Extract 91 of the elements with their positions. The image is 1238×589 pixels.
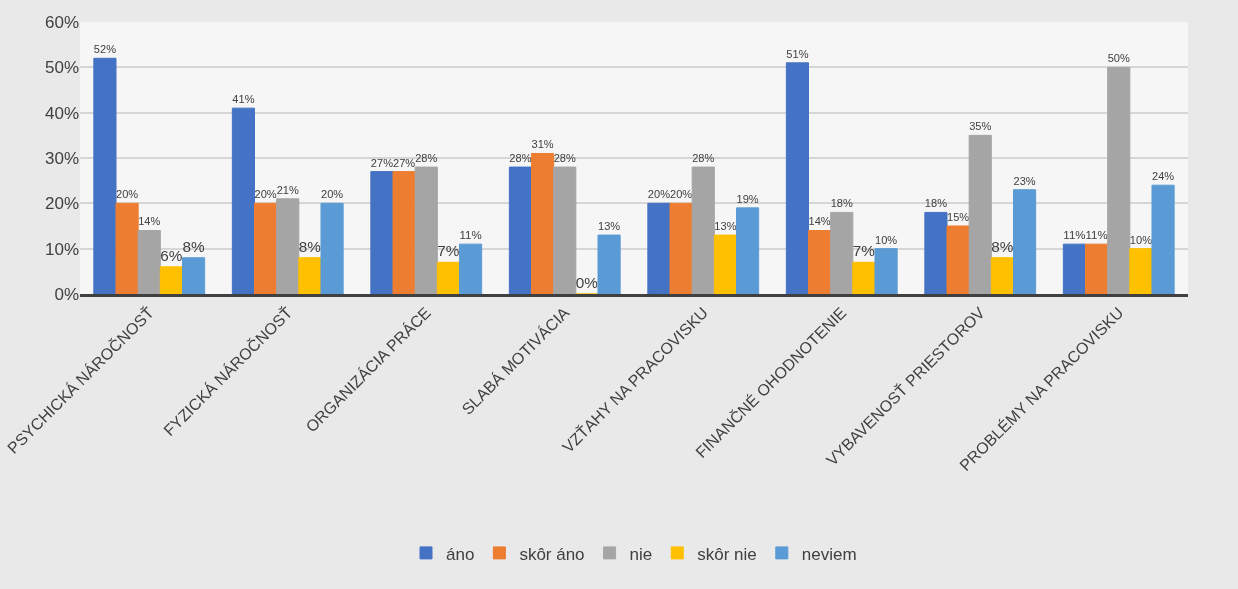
bar bbox=[1062, 243, 1087, 294]
bar bbox=[414, 166, 438, 294]
y-tick-label: 0% bbox=[54, 284, 79, 304]
data-label: 23% bbox=[1013, 174, 1036, 187]
bar bbox=[874, 248, 898, 294]
bar bbox=[1129, 248, 1153, 294]
data-label: 31% bbox=[531, 138, 554, 151]
bar bbox=[531, 152, 555, 294]
bar bbox=[115, 202, 139, 294]
bar bbox=[231, 107, 256, 294]
legend-label: neviem bbox=[801, 544, 857, 564]
data-label: 52% bbox=[93, 43, 117, 56]
bar bbox=[1012, 189, 1037, 294]
y-tick-label: 40% bbox=[44, 103, 79, 123]
bar bbox=[1085, 243, 1109, 294]
data-label: 28% bbox=[553, 151, 576, 164]
legend-label: skôr nie bbox=[697, 544, 757, 564]
legend-label: skôr áno bbox=[519, 544, 585, 564]
data-label: 20% bbox=[321, 188, 344, 201]
bar bbox=[946, 225, 970, 294]
bar bbox=[669, 202, 693, 294]
data-label: 35% bbox=[969, 120, 992, 133]
bar bbox=[320, 202, 344, 294]
bar bbox=[691, 166, 715, 294]
data-label: 7% bbox=[437, 242, 460, 260]
bar bbox=[553, 166, 577, 294]
data-label: 6% bbox=[160, 246, 183, 264]
data-label: 18% bbox=[830, 197, 853, 210]
y-tick-label: 30% bbox=[44, 148, 79, 168]
bar bbox=[713, 234, 737, 294]
data-label: 8% bbox=[991, 237, 1014, 255]
data-label: 11% bbox=[459, 228, 482, 241]
bar bbox=[276, 198, 300, 294]
data-label: 8% bbox=[298, 237, 322, 255]
bar bbox=[392, 171, 416, 294]
bar bbox=[990, 257, 1014, 294]
data-label: 14% bbox=[808, 215, 831, 228]
legend-label: áno bbox=[446, 544, 475, 564]
data-label: 20% bbox=[647, 188, 671, 201]
data-label: 8% bbox=[182, 237, 206, 255]
data-label: 50% bbox=[1107, 52, 1130, 65]
bar bbox=[159, 266, 183, 294]
data-label: 41% bbox=[232, 93, 255, 106]
data-label: 24% bbox=[1152, 170, 1175, 183]
data-label: 15% bbox=[947, 210, 970, 223]
data-label: 18% bbox=[924, 197, 948, 210]
data-label: 28% bbox=[509, 151, 532, 164]
data-label: 20% bbox=[670, 188, 693, 201]
y-tick-label: 50% bbox=[44, 58, 79, 78]
data-label: 19% bbox=[736, 192, 759, 205]
bar bbox=[298, 257, 322, 294]
bar bbox=[370, 171, 394, 294]
bar bbox=[924, 211, 948, 294]
bar bbox=[785, 62, 810, 294]
bar bbox=[852, 261, 876, 294]
data-label: 21% bbox=[276, 183, 299, 196]
bar bbox=[436, 261, 460, 294]
data-label: 10% bbox=[1129, 233, 1153, 246]
data-label: 11% bbox=[1085, 228, 1108, 241]
data-label: 10% bbox=[875, 233, 898, 246]
y-tick-label: 60% bbox=[44, 12, 79, 32]
bar bbox=[1151, 184, 1175, 294]
data-label: 14% bbox=[138, 215, 161, 228]
data-label: 0% bbox=[575, 274, 599, 292]
data-label: 11% bbox=[1063, 228, 1086, 241]
data-label: 51% bbox=[786, 47, 809, 60]
data-label: 20% bbox=[116, 188, 139, 201]
bar bbox=[597, 234, 621, 294]
data-label: 28% bbox=[415, 151, 438, 164]
bar bbox=[735, 207, 760, 294]
bar bbox=[458, 243, 483, 294]
bar bbox=[968, 134, 992, 294]
data-label: 7% bbox=[852, 242, 876, 260]
y-tick-label: 20% bbox=[44, 194, 79, 214]
bar bbox=[137, 230, 161, 294]
data-label: 27% bbox=[370, 156, 394, 169]
bar bbox=[647, 202, 671, 294]
data-label: 27% bbox=[393, 156, 416, 169]
bar bbox=[808, 230, 832, 294]
bar bbox=[830, 211, 854, 294]
y-tick-label: 10% bbox=[44, 239, 79, 259]
bar bbox=[254, 202, 278, 294]
data-label: 13% bbox=[598, 219, 621, 232]
data-label: 28% bbox=[692, 151, 715, 164]
data-label: 20% bbox=[254, 188, 277, 201]
bar bbox=[181, 257, 206, 294]
bar bbox=[1107, 66, 1131, 294]
bar bbox=[508, 166, 533, 294]
data-label: 13% bbox=[714, 219, 737, 232]
legend-label: nie bbox=[629, 544, 653, 564]
bar bbox=[93, 57, 117, 294]
